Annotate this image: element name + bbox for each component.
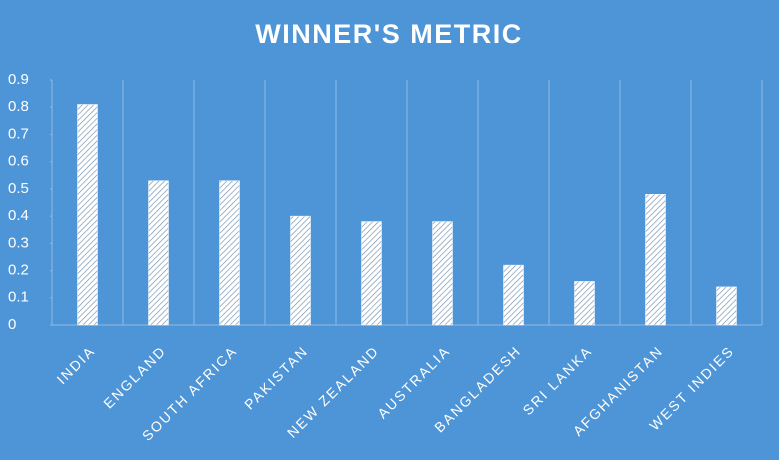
- y-tick-label: 0: [8, 316, 16, 333]
- y-tick-label: 0.3: [8, 234, 29, 251]
- chart-title: WINNER'S METRIC: [255, 19, 522, 49]
- bar: [77, 104, 98, 326]
- y-tick-label: 0.8: [8, 98, 29, 115]
- bar: [645, 194, 666, 326]
- bar: [148, 180, 169, 326]
- y-tick-label: 0.4: [8, 207, 29, 224]
- y-tick-label: 0.6: [8, 153, 29, 170]
- y-tick-label: 0.7: [8, 125, 29, 142]
- bar: [361, 221, 382, 326]
- bar: [219, 180, 240, 326]
- y-tick-label: 0.1: [8, 289, 29, 306]
- bar: [503, 264, 524, 326]
- bar: [716, 286, 737, 326]
- bar: [432, 221, 453, 326]
- bar: [290, 215, 311, 326]
- y-tick-label: 0.2: [8, 262, 29, 279]
- y-tick-label: 0.5: [8, 180, 29, 197]
- bar: [574, 281, 595, 326]
- y-tick-label: 0.9: [8, 71, 29, 88]
